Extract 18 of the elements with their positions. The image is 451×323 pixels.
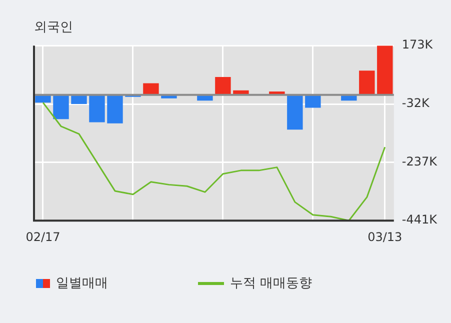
- bar: [89, 94, 105, 122]
- legend-label: 누적 매매동향: [230, 275, 312, 292]
- bar: [53, 94, 69, 120]
- y-tick-label: -32K: [402, 96, 430, 110]
- bar: [215, 76, 231, 95]
- bar: [305, 94, 321, 108]
- chart-title: 외국인: [34, 20, 73, 36]
- y-tick-label: 173K: [402, 38, 434, 52]
- x-tick-label: 02/17: [26, 230, 60, 244]
- x-tick-label: 03/13: [368, 230, 402, 244]
- legend-label: 일별매매: [56, 275, 108, 292]
- bar: [143, 83, 159, 95]
- bar: [107, 94, 123, 124]
- y-tick-label: -237K: [402, 154, 438, 169]
- bar: [359, 70, 375, 95]
- bar: [377, 46, 393, 95]
- y-tick-label: -441K: [402, 212, 438, 227]
- bar: [287, 94, 303, 130]
